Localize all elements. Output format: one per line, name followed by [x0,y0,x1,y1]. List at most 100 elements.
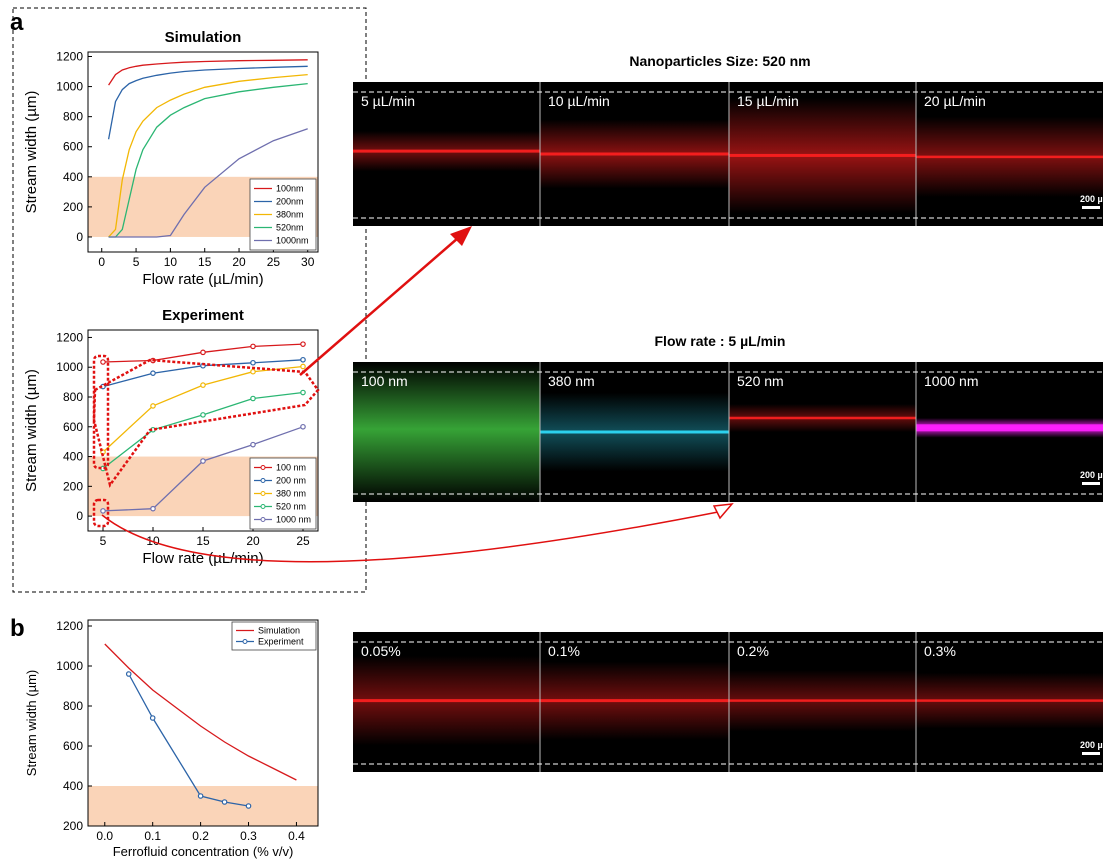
y-tick-label: 400 [63,170,83,184]
legend-label: 200nm [276,197,304,207]
x-tick-label: 10 [164,255,178,269]
y-tick-label: 200 [63,200,83,214]
x-tick-label: 0.3 [240,829,257,843]
y-tick-label: 1000 [56,360,83,374]
data-point [222,800,226,804]
x-tick-label: 30 [301,255,315,269]
series-line [105,644,297,780]
scale-bar-label: 200 µm [1080,470,1103,480]
data-point [127,672,131,676]
data-point [246,804,250,808]
data-point [301,342,305,346]
fluorescence-stream [916,156,1103,159]
legend-marker [261,518,265,522]
data-point [301,358,305,362]
image-label: 100 nm [361,373,408,389]
legend-marker [261,466,265,470]
image-label: 5 µL/min [361,93,415,109]
y-axis-label: Stream width (µm) [23,369,40,492]
image-label: 0.1% [548,643,580,659]
y-tick-label: 600 [63,140,83,154]
legend-label: 520nm [276,223,304,233]
legend-marker [261,479,265,483]
image-label: 10 µL/min [548,93,610,109]
fluorescence-stream [540,699,729,702]
chart: Ferrofluid concentration (% v/v) Stream w… [24,619,318,863]
x-tick-label: 15 [198,255,212,269]
legend-label: 380nm [276,210,304,220]
fluorescence-stream [353,150,540,153]
y-tick-label: 800 [63,110,83,124]
legend-label: 1000 nm [276,515,311,525]
data-point [301,364,305,368]
y-axis-label: Stream width (µm) [24,670,39,776]
legend-marker [261,492,265,496]
image-label: 520 nm [737,373,784,389]
image-title: Flow rate : 5 µL/min [655,333,786,349]
chart-title: Simulation [165,29,242,46]
x-tick-label: 5 [133,255,140,269]
data-point [151,404,155,408]
y-tick-label: 1200 [56,50,83,64]
image-label: 0.2% [737,643,769,659]
data-point [151,371,155,375]
data-point [301,390,305,394]
data-point [201,413,205,417]
x-axis-label: Flow rate (µL/min) [142,271,263,288]
fluorescence-stream [916,699,1103,702]
y-tick-label: 400 [63,779,83,793]
data-point [198,794,202,798]
data-point [101,360,105,364]
x-tick-label: 0.4 [288,829,305,843]
image-strip: 0.05%0.1%0.2%0.3%200 µm [353,632,1103,772]
y-tick-label: 1200 [56,330,83,344]
data-point [101,509,105,513]
series-line [109,60,308,85]
scale-bar-label: 200 µm [1080,194,1103,204]
legend-label: Simulation [258,626,300,636]
scale-bar-label: 200 µm [1080,740,1103,750]
x-tick-label: 15 [196,534,210,548]
x-axis-label: Ferrofluid concentration (% v/v) [113,844,294,859]
legend-label: Experiment [258,637,304,647]
chart-title: Experiment [162,307,244,324]
fluorescence-stream [916,424,1103,431]
legend-marker [243,640,247,644]
data-point [201,350,205,354]
y-tick-label: 200 [63,819,83,833]
arrow-head [714,504,732,518]
y-tick-label: 400 [63,450,83,464]
y-tick-label: 200 [63,479,83,493]
legend-label: 100 nm [276,463,306,473]
x-tick-label: 5 [100,534,107,548]
legend: 100 nm 200 nm 380 nm 520 nm 1000 nm [250,458,316,529]
y-tick-label: 800 [63,699,83,713]
y-tick-label: 1000 [56,80,83,94]
series-group [105,644,297,808]
data-point [150,716,154,720]
legend-label: 1000nm [276,236,309,246]
legend-marker [261,505,265,509]
legend-label: 520 nm [276,502,306,512]
data-point [251,344,255,348]
y-tick-label: 800 [63,390,83,404]
legend-label: 200 nm [276,476,306,486]
fluorescence-stream [540,431,729,434]
data-point [301,425,305,429]
y-tick-label: 0 [76,509,83,523]
legend-label: 380 nm [276,489,306,499]
y-tick-label: 1200 [56,619,83,633]
y-tick-label: 600 [63,739,83,753]
legend-label: 100nm [276,184,304,194]
panel-label: b [10,615,25,642]
arrow [300,238,458,375]
x-tick-label: 25 [267,255,281,269]
image-label: 380 nm [548,373,595,389]
data-point [251,442,255,446]
y-tick-label: 600 [63,420,83,434]
